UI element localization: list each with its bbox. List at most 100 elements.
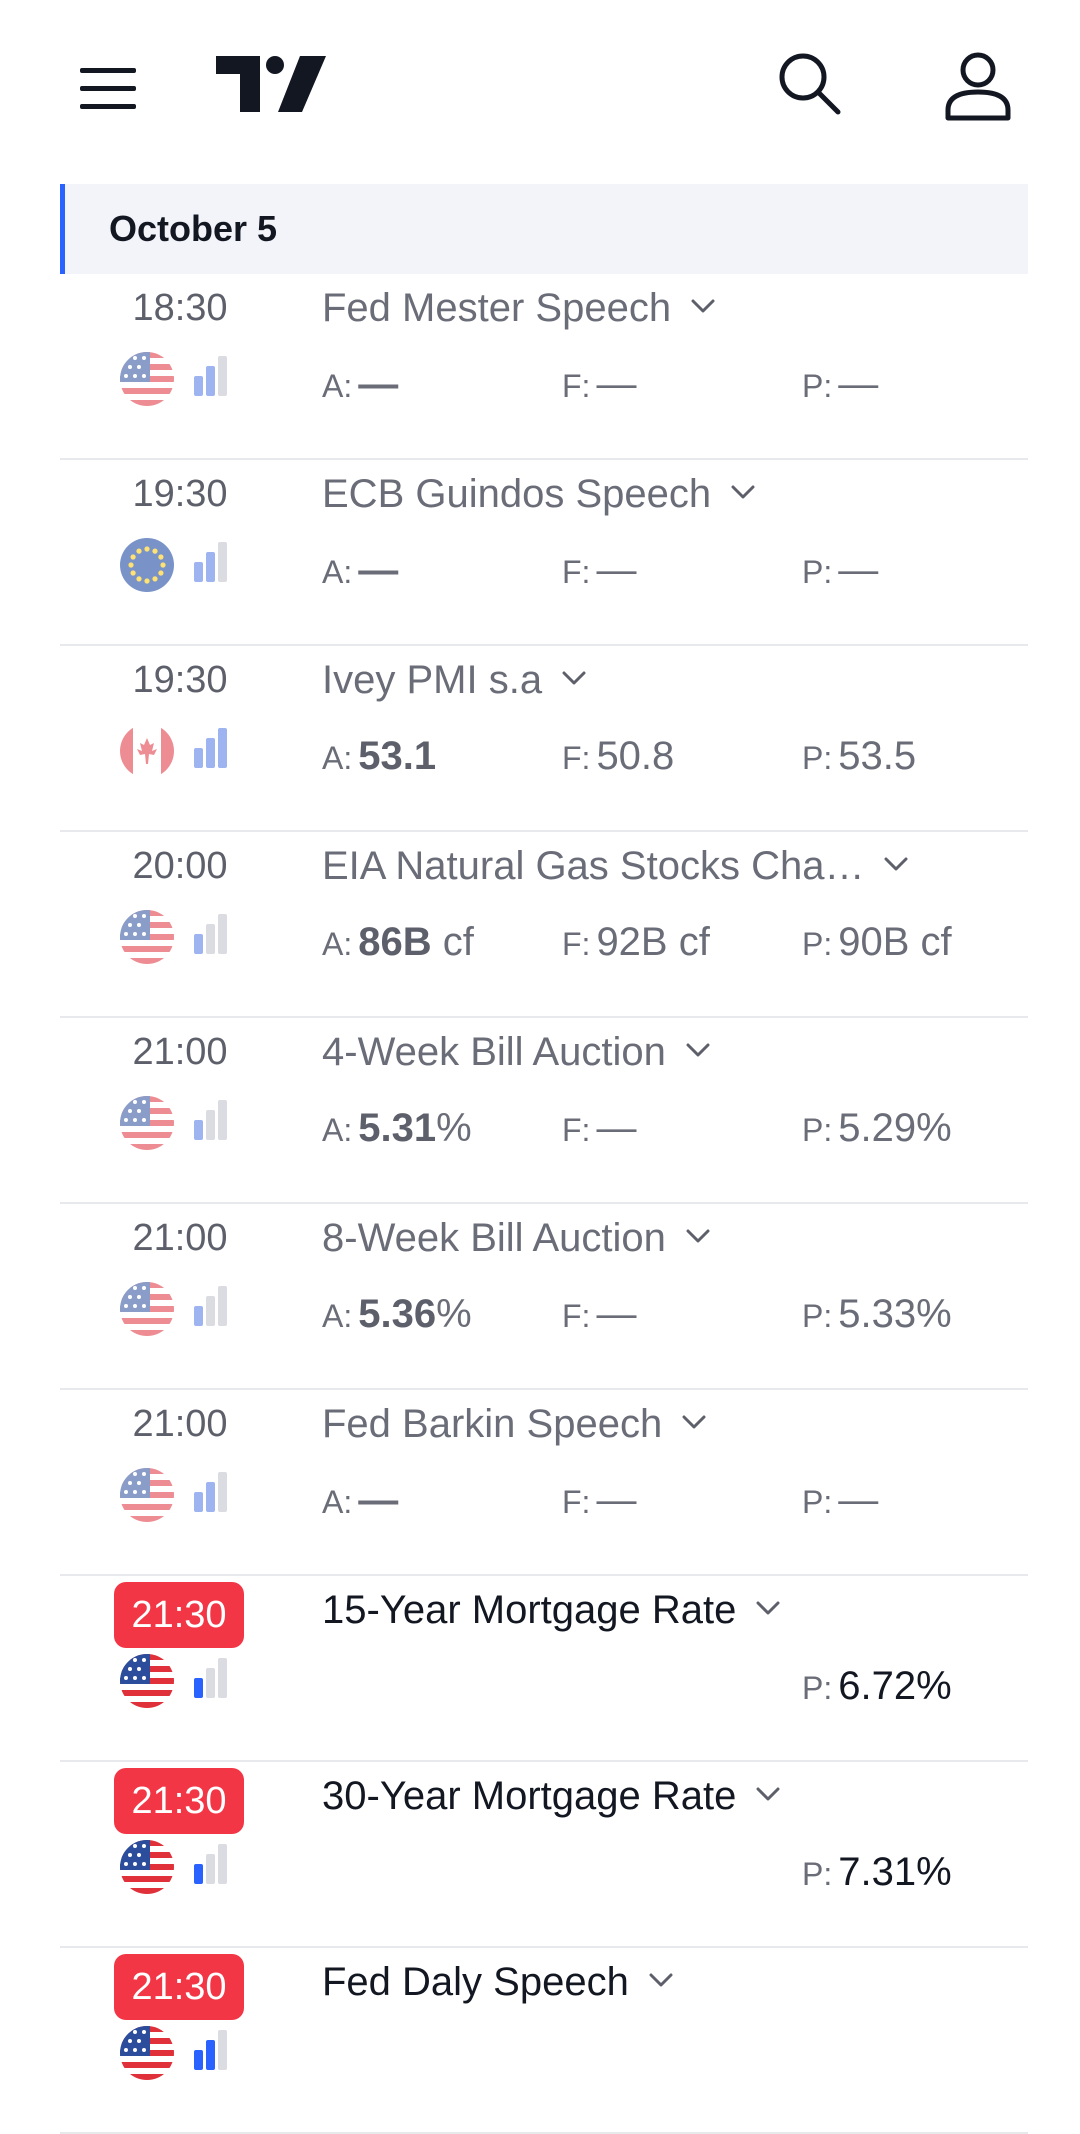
event-time: 18:30: [132, 287, 228, 329]
previous-value: P: 7.31%: [802, 1850, 952, 1894]
event-title-text: Ivey PMI s.a: [322, 658, 543, 702]
event-title-text: Fed Barkin Speech: [322, 1402, 663, 1446]
chevron-down-icon[interactable]: [691, 299, 715, 313]
chevron-down-icon[interactable]: [686, 1229, 710, 1243]
event-row[interactable]: 21:00 4-Week Bill Auction A: 5.31% F: — P:…: [60, 1018, 1028, 1204]
chevron-down-icon[interactable]: [562, 671, 586, 685]
country-flag-icon: [120, 1282, 174, 1336]
forecast-value: F: —: [562, 548, 637, 592]
importance-icon: [194, 356, 230, 396]
event-values: P: 6.72%: [322, 1658, 1022, 1714]
importance-icon: [194, 1286, 230, 1326]
previous-value: P: —: [802, 1478, 879, 1522]
event-row[interactable]: 21:30 15-Year Mortgage Rate P: 6.72%: [60, 1576, 1028, 1762]
previous-value: P: 5.29%: [802, 1106, 952, 1150]
event-title[interactable]: Fed Daly Speech: [322, 1958, 673, 2006]
event-row[interactable]: 19:30 Ivey PMI s.a A: 53.1 F: 50.8 P: 53.5: [60, 646, 1028, 832]
event-title-text: 4-Week Bill Auction: [322, 1030, 666, 1074]
event-row[interactable]: 19:30 ECB Guindos Speech A: — F: — P: —: [60, 460, 1028, 646]
forecast-value: F: —: [562, 1106, 637, 1150]
event-time: 21:00: [132, 1403, 228, 1445]
date-header: October 5: [60, 184, 1028, 274]
event-row[interactable]: 21:30 30-Year Mortgage Rate P: 7.31%: [60, 1762, 1028, 1948]
actual-value: A: 53.1: [322, 734, 437, 778]
event-title[interactable]: 8-Week Bill Auction: [322, 1214, 710, 1262]
event-title-text: Fed Daly Speech: [322, 1960, 629, 2004]
previous-value: P: —: [802, 362, 879, 406]
actual-value: A: 5.31%: [322, 1106, 472, 1150]
event-time: 21:00: [132, 1217, 228, 1259]
user-icon[interactable]: [944, 52, 1012, 122]
country-flag-icon: [120, 910, 174, 964]
importance-icon: [194, 1100, 230, 1140]
previous-value: P: 90B cf: [802, 920, 952, 964]
forecast-value: F: 92B cf: [562, 920, 710, 964]
country-flag-icon: [120, 1654, 174, 1708]
event-title-text: EIA Natural Gas Stocks Cha…: [322, 844, 865, 888]
search-icon[interactable]: [776, 50, 842, 116]
menu-icon[interactable]: [80, 68, 136, 110]
event-title-text: 15-Year Mortgage Rate: [322, 1588, 737, 1632]
event-values: P: 7.31%: [322, 1844, 1022, 1900]
event-title[interactable]: 4-Week Bill Auction: [322, 1028, 710, 1076]
event-title-text: 30-Year Mortgage Rate: [322, 1774, 737, 1818]
forecast-value: F: —: [562, 1478, 637, 1522]
previous-value: P: 6.72%: [802, 1664, 952, 1708]
actual-value: A: —: [322, 1478, 399, 1522]
top-bar: [0, 0, 1080, 176]
event-row[interactable]: 18:30 Fed Mester Speech A: — F: — P: —: [60, 274, 1028, 460]
actual-value: A: 86B cf: [322, 920, 474, 964]
tradingview-logo[interactable]: [216, 56, 326, 112]
event-values: A: 5.31% F: — P: 5.29%: [322, 1100, 1022, 1156]
country-flag-icon: [120, 1840, 174, 1894]
event-time: 21:00: [132, 1031, 228, 1073]
previous-value: P: —: [802, 548, 879, 592]
actual-value: A: 5.36%: [322, 1292, 472, 1336]
importance-icon: [194, 1844, 230, 1884]
actual-value: A: —: [322, 548, 399, 592]
event-time: 20:00: [132, 845, 228, 887]
chevron-down-icon[interactable]: [649, 1973, 673, 1987]
event-row[interactable]: 21:00 8-Week Bill Auction A: 5.36% F: — P:…: [60, 1204, 1028, 1390]
chevron-down-icon[interactable]: [686, 1043, 710, 1057]
previous-value: P: 5.33%: [802, 1292, 952, 1336]
chevron-down-icon[interactable]: [884, 857, 908, 871]
event-row[interactable]: 21:30 Fed Daly Speech: [60, 1948, 1028, 2134]
event-time: 19:30: [132, 659, 228, 701]
forecast-value: F: —: [562, 1292, 637, 1336]
event-values: A: 86B cf F: 92B cf P: 90B cf: [322, 914, 1022, 970]
event-title[interactable]: 30-Year Mortgage Rate: [322, 1772, 780, 1820]
event-title[interactable]: EIA Natural Gas Stocks Cha…: [322, 842, 908, 890]
event-values: A: — F: — P: —: [322, 356, 1022, 412]
country-flag-icon: [120, 724, 174, 778]
chevron-down-icon[interactable]: [756, 1787, 780, 1801]
importance-icon: [194, 914, 230, 954]
event-row[interactable]: 21:00 Fed Barkin Speech A: — F: — P: —: [60, 1390, 1028, 1576]
chevron-down-icon[interactable]: [731, 485, 755, 499]
importance-icon: [194, 542, 230, 582]
event-title[interactable]: ECB Guindos Speech: [322, 470, 755, 518]
event-values: [322, 2030, 1022, 2086]
country-flag-icon: [120, 352, 174, 406]
chevron-down-icon[interactable]: [756, 1601, 780, 1615]
importance-icon: [194, 1472, 230, 1512]
event-row[interactable]: 20:00 EIA Natural Gas Stocks Cha… A: 86B …: [60, 832, 1028, 1018]
chevron-down-icon[interactable]: [682, 1415, 706, 1429]
country-flag-icon: [120, 1468, 174, 1522]
importance-icon: [194, 1658, 230, 1698]
event-title[interactable]: Ivey PMI s.a: [322, 656, 586, 704]
country-flag-icon: [120, 2026, 174, 2080]
event-time: 19:30: [132, 473, 228, 515]
event-time: 21:30: [114, 1954, 244, 2020]
event-title[interactable]: Fed Mester Speech: [322, 284, 715, 332]
event-values: A: — F: — P: —: [322, 542, 1022, 598]
event-title[interactable]: Fed Barkin Speech: [322, 1400, 706, 1448]
event-values: A: — F: — P: —: [322, 1472, 1022, 1528]
event-values: A: 5.36% F: — P: 5.33%: [322, 1286, 1022, 1342]
actual-value: A: —: [322, 362, 399, 406]
event-title-text: Fed Mester Speech: [322, 286, 672, 330]
event-time: 21:30: [114, 1582, 244, 1648]
event-title[interactable]: 15-Year Mortgage Rate: [322, 1586, 780, 1634]
importance-icon: [194, 2030, 230, 2070]
event-title-text: ECB Guindos Speech: [322, 472, 712, 516]
